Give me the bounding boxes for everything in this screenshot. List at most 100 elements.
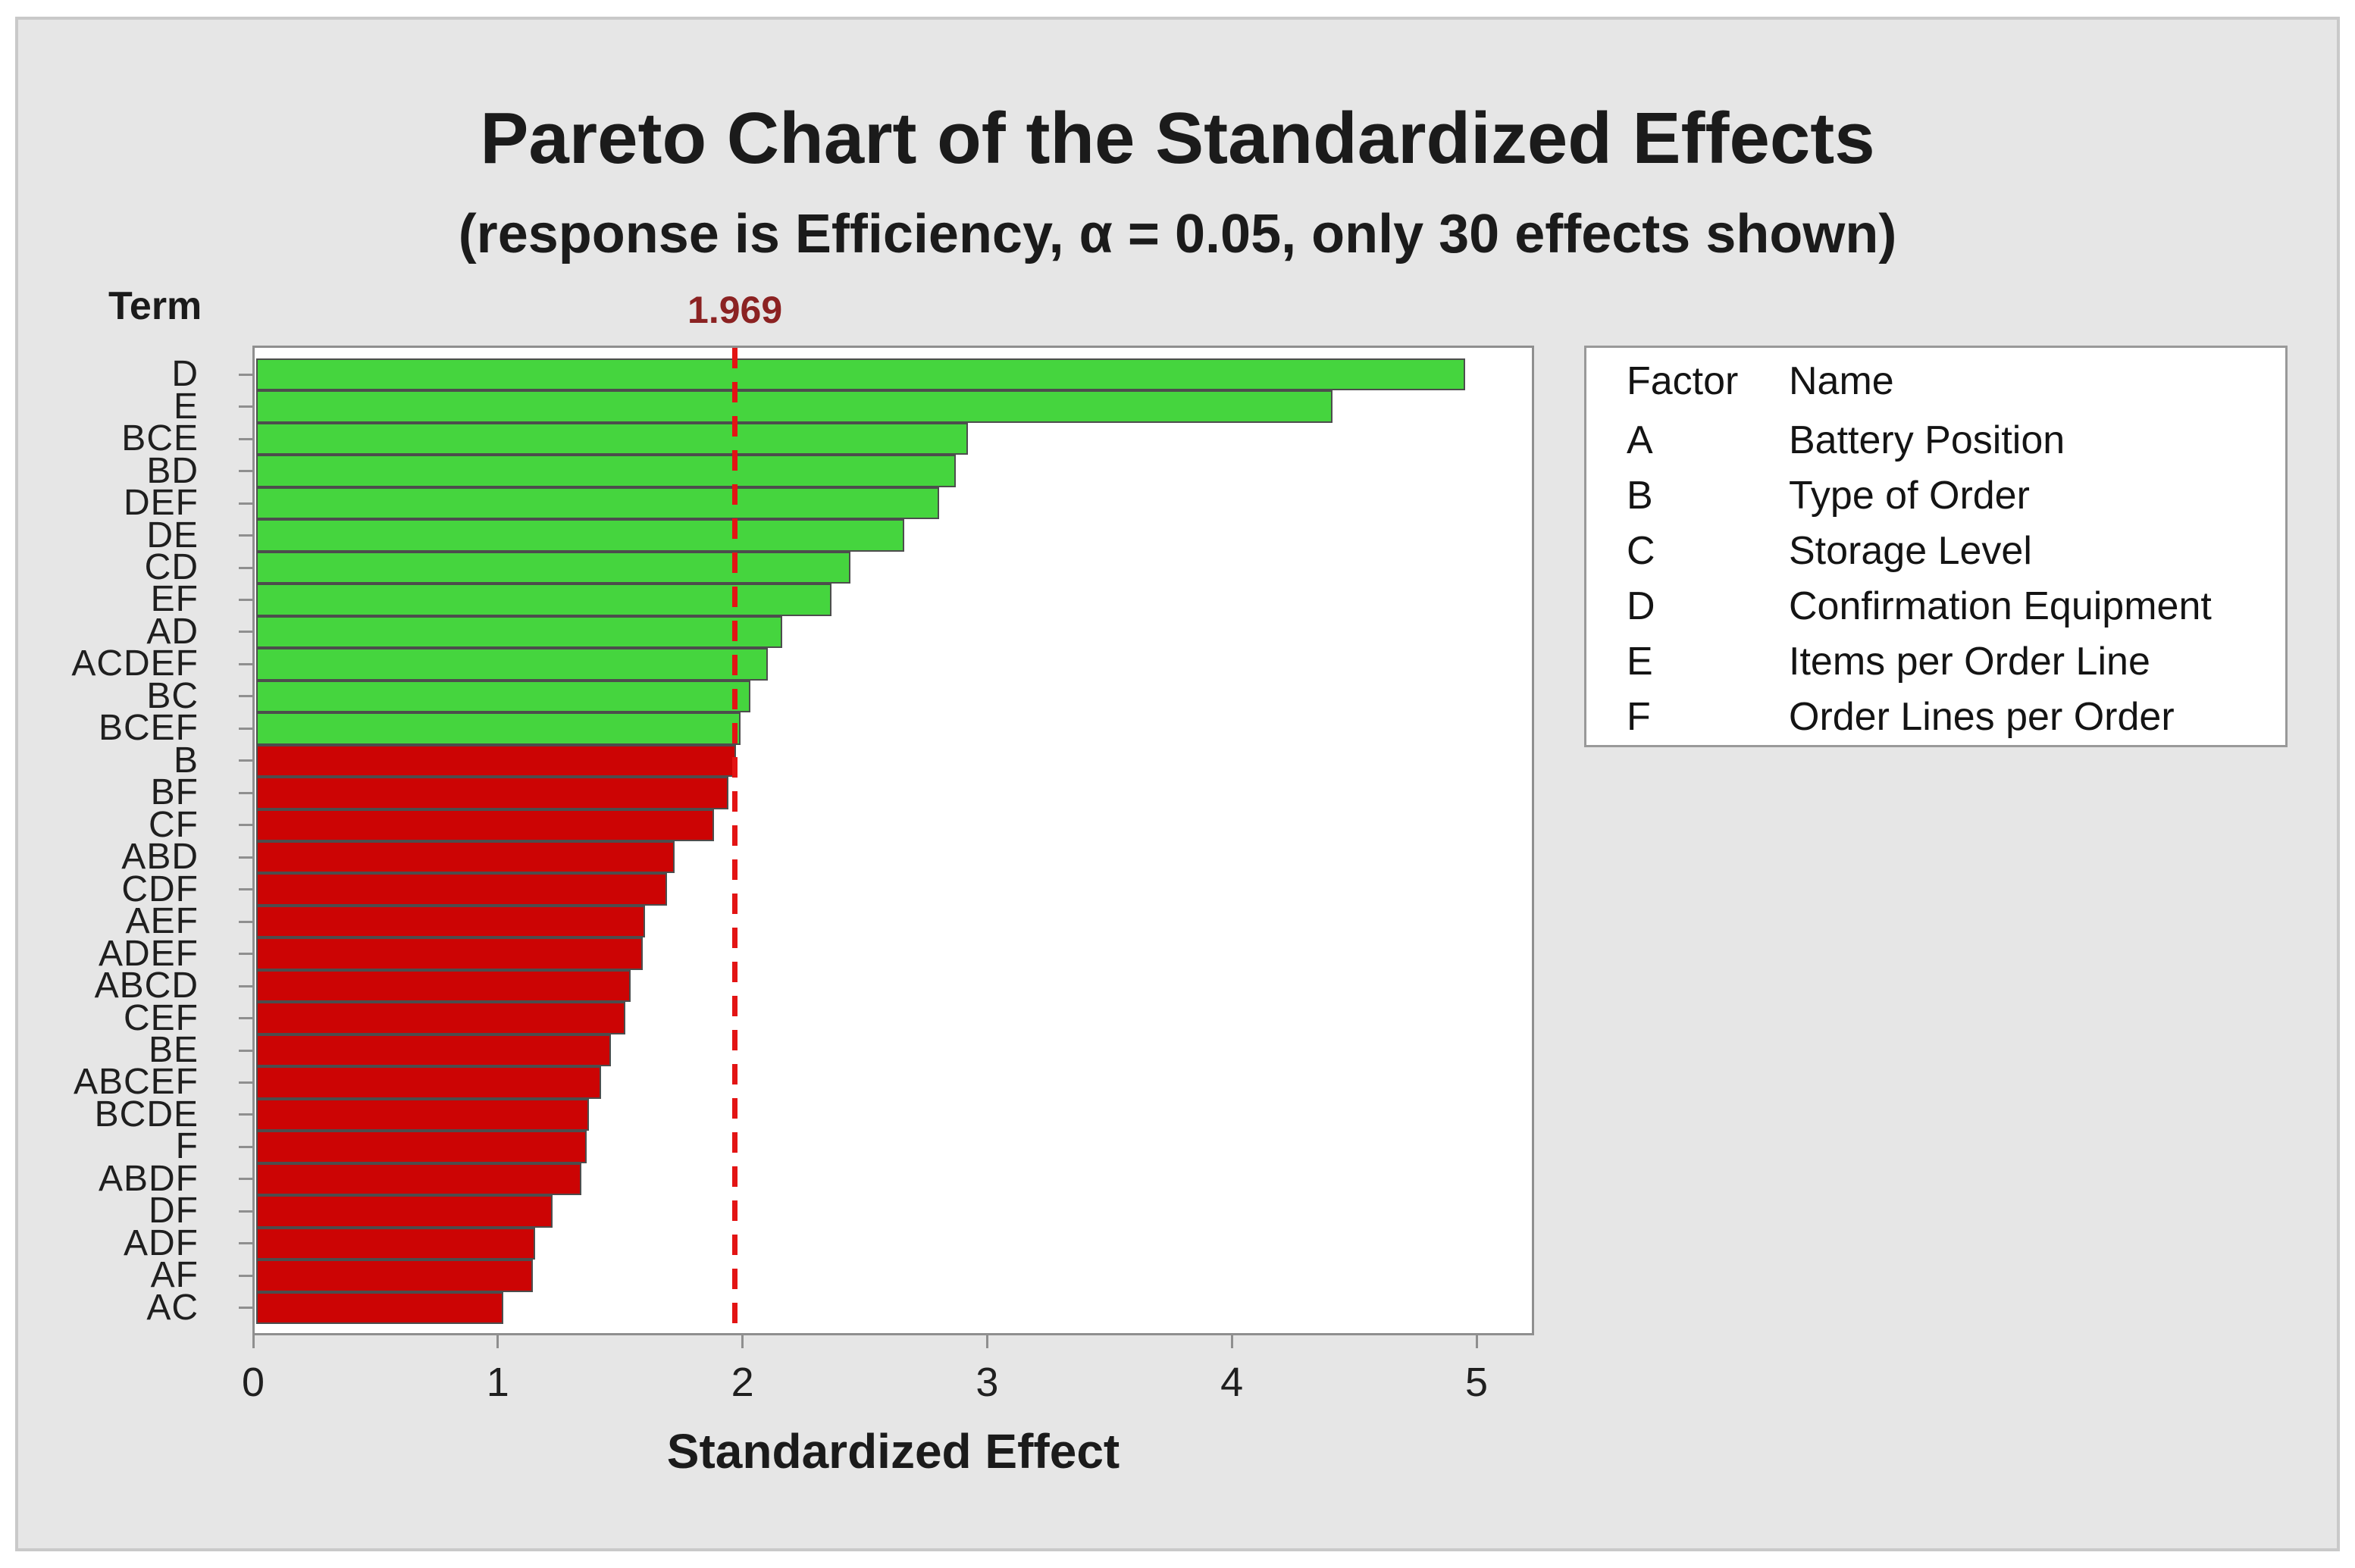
bar-cd[interactable] — [256, 551, 851, 584]
term-label-cf: CF — [149, 804, 199, 845]
x-tick-label-5: 5 — [1464, 1360, 1489, 1405]
bar-be[interactable] — [256, 1034, 612, 1067]
bar-aef[interactable] — [256, 905, 646, 938]
x-tick-label-0: 0 — [241, 1360, 265, 1405]
legend-factor-letter: B — [1627, 474, 1653, 518]
y-tick — [239, 888, 253, 891]
bar-bd[interactable] — [256, 455, 957, 487]
term-label-adf: ADF — [124, 1222, 199, 1263]
legend-factor-name: Confirmation Equipment — [1789, 584, 2212, 628]
term-label-be: BE — [148, 1030, 199, 1071]
bar-ac[interactable] — [256, 1291, 504, 1324]
x-tick — [252, 1335, 255, 1348]
bar-bcde[interactable] — [256, 1098, 589, 1131]
bar-cdf[interactable] — [256, 873, 668, 906]
bar-abd[interactable] — [256, 840, 675, 874]
x-tick — [985, 1335, 988, 1348]
y-tick — [239, 405, 253, 408]
legend-factor-name: Order Lines per Order — [1789, 695, 2175, 739]
bar-cf[interactable] — [256, 809, 714, 841]
y-tick — [239, 1307, 253, 1310]
term-label-bf: BF — [150, 772, 199, 813]
y-tick — [239, 1017, 253, 1020]
y-tick — [239, 1145, 253, 1148]
y-tick — [239, 566, 253, 569]
reference-line-label: 1.969 — [687, 289, 783, 331]
bar-bce[interactable] — [256, 422, 969, 455]
legend-row: B Type of Order — [1586, 473, 2285, 518]
bar-abdf[interactable] — [256, 1163, 582, 1196]
bar-b[interactable] — [256, 744, 736, 778]
y-tick — [239, 856, 253, 859]
bar-cef[interactable] — [256, 1002, 626, 1034]
legend-factor-name: Battery Position — [1789, 418, 2065, 462]
bar-ad[interactable] — [256, 615, 783, 649]
x-tick-label-2: 2 — [731, 1360, 754, 1405]
legend-factor-letter: F — [1627, 695, 1651, 739]
term-label-ac: AC — [146, 1287, 199, 1328]
factor-legend-box: Factor Name A Battery Position B Type of… — [1584, 346, 2288, 747]
x-tick — [741, 1335, 744, 1348]
bar-adf[interactable] — [256, 1227, 535, 1260]
y-tick — [239, 824, 253, 827]
x-tick-label-1: 1 — [486, 1360, 509, 1405]
bar-abcef[interactable] — [256, 1066, 602, 1099]
bar-abcd[interactable] — [256, 969, 631, 1003]
y-tick — [239, 1210, 253, 1213]
y-tick — [239, 984, 253, 987]
bar-bc[interactable] — [256, 680, 751, 713]
term-label-de: DE — [146, 515, 199, 556]
bar-af[interactable] — [256, 1260, 533, 1292]
legend-header-factor: Factor — [1627, 359, 1739, 403]
y-tick — [239, 1113, 253, 1116]
reference-line[interactable] — [732, 348, 738, 1333]
term-label-bd: BD — [146, 450, 199, 491]
bar-ef[interactable] — [256, 584, 831, 616]
y-tick — [239, 727, 253, 730]
y-tick — [239, 534, 253, 537]
bar-adef[interactable] — [256, 937, 644, 970]
y-tick — [239, 1081, 253, 1084]
term-label-e: E — [173, 386, 199, 427]
x-tick-label-3: 3 — [976, 1360, 999, 1405]
bar-acdef[interactable] — [256, 648, 768, 681]
term-label-acdef: ACDEF — [71, 643, 199, 684]
bar-df[interactable] — [256, 1195, 553, 1228]
legend-header-row: Factor Name — [1586, 358, 2285, 404]
x-tick-label-4: 4 — [1220, 1360, 1244, 1405]
bar-bf[interactable] — [256, 777, 728, 809]
y-tick — [239, 1274, 253, 1277]
plot-area — [252, 346, 1534, 1335]
y-axis-header: Term — [108, 284, 202, 328]
term-label-af: AF — [150, 1255, 199, 1296]
bar-d[interactable] — [256, 358, 1465, 391]
term-label-bcde: BCDE — [94, 1094, 199, 1135]
term-label-bc: BC — [146, 675, 199, 716]
legend-factor-letter: C — [1627, 529, 1655, 573]
term-label-def: DEF — [124, 483, 199, 524]
x-axis-title: Standardized Effect — [666, 1424, 1120, 1479]
y-tick — [239, 631, 253, 634]
y-tick — [239, 662, 253, 665]
term-label-cdf: CDF — [121, 869, 199, 909]
bar-e[interactable] — [256, 390, 1333, 423]
bar-def[interactable] — [256, 487, 939, 520]
bar-de[interactable] — [256, 519, 905, 552]
legend-row: A Battery Position — [1586, 418, 2285, 463]
term-label-abcd: ABCD — [94, 966, 199, 1006]
term-label-ef: EF — [150, 579, 199, 620]
legend-factor-name: Storage Level — [1789, 529, 2032, 573]
x-tick — [496, 1335, 499, 1348]
bar-f[interactable] — [256, 1131, 587, 1163]
chart-title: Pareto Chart of the Standardized Effects — [480, 98, 1875, 179]
term-label-ad: AD — [146, 611, 199, 652]
legend-row: C Storage Level — [1586, 528, 2285, 574]
y-tick — [239, 695, 253, 698]
y-tick — [239, 1049, 253, 1052]
y-tick — [239, 598, 253, 601]
bar-bcef[interactable] — [256, 712, 741, 745]
legend-factor-name: Items per Order Line — [1789, 640, 2150, 684]
term-label-cd: CD — [144, 547, 199, 588]
y-tick — [239, 373, 253, 376]
